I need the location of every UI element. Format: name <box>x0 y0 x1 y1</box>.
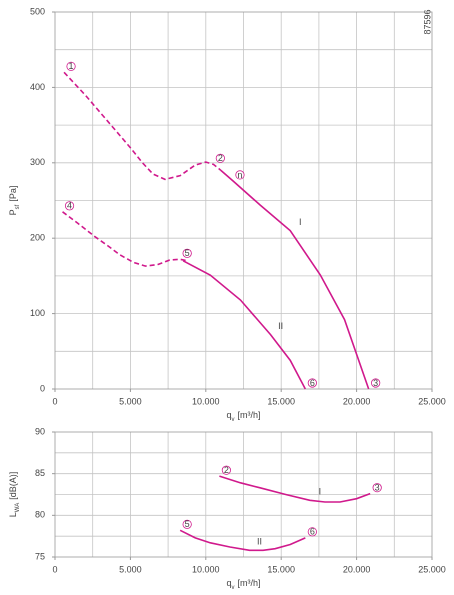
point-label: 2 <box>218 153 223 163</box>
curve-label: II <box>278 321 283 331</box>
y-tick-label: 500 <box>30 6 45 16</box>
axis-label-unit: [m³/h] <box>238 578 261 588</box>
curve-label: I <box>319 487 322 497</box>
axis-label-sub: v <box>232 417 235 423</box>
axis-label: qv [m³/h] <box>226 578 260 590</box>
y-tick-label: 75 <box>35 551 45 561</box>
curve <box>62 211 188 267</box>
axis-label: LWA [dB(A)] <box>8 472 20 517</box>
axis-label-sub: v <box>232 585 235 591</box>
y-tick-label: 80 <box>35 510 45 520</box>
x-tick-label: 0 <box>52 564 57 574</box>
point-label: 6 <box>310 527 315 537</box>
point-label: 2 <box>224 465 229 475</box>
y-tick-label: 400 <box>30 82 45 92</box>
x-tick-label: 10.000 <box>192 564 220 574</box>
axis-label: qv [m³/h] <box>226 410 260 422</box>
x-tick-label: 0 <box>52 396 57 406</box>
x-tick-label: 10.000 <box>192 396 220 406</box>
figure-code: 87596 <box>422 9 432 34</box>
curve-label: II <box>257 537 262 547</box>
point-marker <box>64 201 75 211</box>
curve <box>63 71 222 181</box>
point-label: 6 <box>310 378 315 388</box>
point-label: 4 <box>67 201 72 211</box>
point-marker <box>215 153 225 163</box>
axis-label-unit: [m³/h] <box>238 410 261 420</box>
axis-label-main: L <box>8 512 18 517</box>
curve <box>182 260 307 390</box>
curve <box>219 475 371 503</box>
x-tick-label: 25.000 <box>418 564 446 574</box>
curve <box>179 529 306 552</box>
x-tick-label: 20.000 <box>343 564 371 574</box>
point-marker <box>182 519 192 529</box>
axis-label-sub: sf <box>15 204 21 209</box>
axis-label-main: q <box>226 410 231 420</box>
y-tick-label: 85 <box>35 468 45 478</box>
curve-label: I <box>299 217 302 227</box>
axis-label-sub: WA <box>15 503 21 512</box>
y-tick-label: 300 <box>30 157 45 167</box>
plot-frame <box>54 431 433 558</box>
point-marker <box>371 378 381 388</box>
x-tick-label: 15.000 <box>267 396 295 406</box>
point-label: 3 <box>373 378 378 388</box>
x-tick-label: 20.000 <box>343 396 371 406</box>
point-marker <box>182 248 192 258</box>
point-label: 5 <box>185 519 190 529</box>
point-marker <box>221 465 231 475</box>
y-tick-label: 200 <box>30 233 45 243</box>
x-tick-label: 5.000 <box>119 564 142 574</box>
x-tick-label: 15.000 <box>267 564 295 574</box>
axis-label: Psf [Pa] <box>8 186 20 216</box>
point-label: 1 <box>69 61 74 71</box>
point-marker <box>307 378 317 388</box>
curve <box>220 169 370 390</box>
point-marker <box>66 61 76 71</box>
y-tick-label: 90 <box>35 426 45 436</box>
point-label: n <box>237 170 242 180</box>
point-label: 3 <box>375 483 380 493</box>
x-tick-label: 5.000 <box>119 396 142 406</box>
axis-label-main: P <box>8 209 18 215</box>
point-label: 5 <box>185 248 190 258</box>
point-marker <box>372 483 382 493</box>
axis-label-unit: [Pa] <box>8 186 18 202</box>
axis-label-unit: [dB(A)] <box>8 472 18 500</box>
y-tick-label: 0 <box>40 383 45 393</box>
point-marker <box>235 170 245 180</box>
point-marker <box>307 527 317 537</box>
axis-label-main: q <box>226 578 231 588</box>
x-tick-label: 25.000 <box>418 396 446 406</box>
plot-frame <box>54 11 433 390</box>
y-tick-label: 100 <box>30 308 45 318</box>
